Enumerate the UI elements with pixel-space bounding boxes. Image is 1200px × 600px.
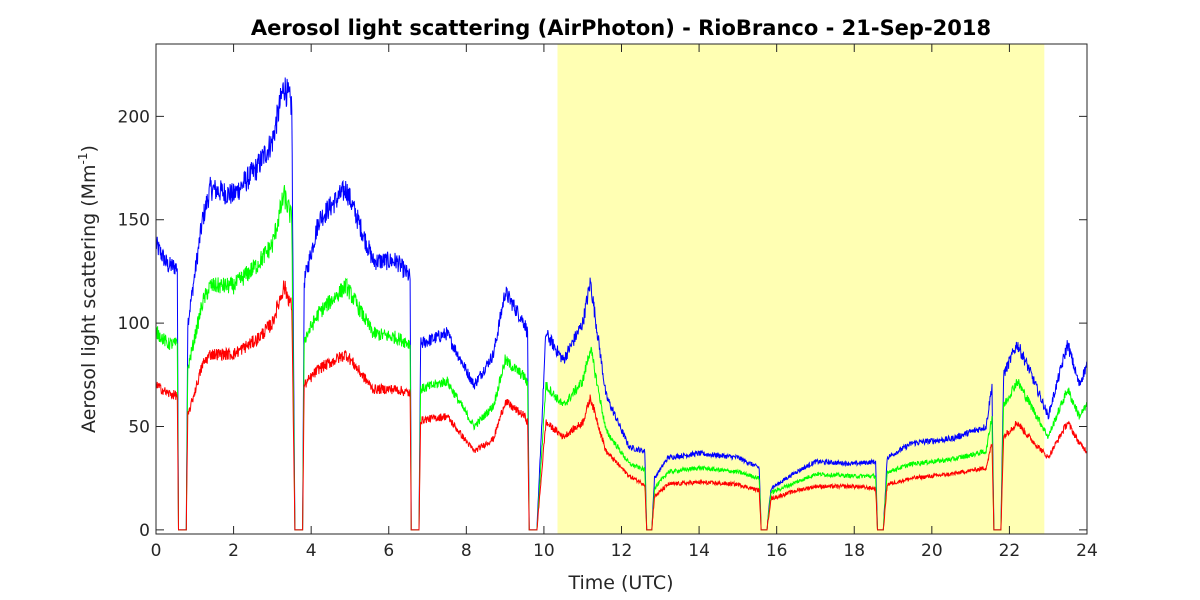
daytime-shading	[557, 44, 1045, 534]
y-axis-label: Aerosol light scattering (Mm-1)	[76, 145, 100, 433]
daytime-shading-band	[557, 44, 1045, 534]
series-line-0	[155, 77, 1088, 531]
x-axis-label: Time (UTC)	[567, 572, 673, 594]
y-tick-label: 50	[128, 417, 150, 437]
x-tick-label: 24	[1076, 541, 1098, 561]
x-tick-label: 12	[611, 541, 633, 561]
series-line-2	[155, 280, 1088, 531]
y-tick-label: 150	[118, 211, 150, 231]
x-tick-label: 2	[228, 541, 239, 561]
y-axis-label-close: )	[78, 145, 100, 152]
x-tick-label: 22	[999, 541, 1021, 561]
x-tick-label: 20	[921, 541, 943, 561]
chart-title: Aerosol light scattering (AirPhoton) - R…	[251, 16, 991, 40]
x-tick-label: 16	[766, 541, 788, 561]
series-layer	[155, 77, 1088, 531]
y-tick-label: 0	[139, 521, 150, 541]
x-tick-label: 10	[533, 541, 555, 561]
y-tick-label: 100	[118, 314, 150, 334]
x-tick-label: 6	[383, 541, 394, 561]
x-tick-label: 8	[461, 541, 472, 561]
y-tick-label: 200	[118, 107, 150, 127]
series-line-1	[155, 184, 1088, 531]
y-axis-label-main: Aerosol light scattering (Mm	[78, 164, 100, 433]
x-tick-label: 18	[843, 541, 865, 561]
x-tick-label: 0	[151, 541, 162, 561]
y-axis-label-exponent: -1	[76, 152, 90, 164]
x-tick-label: 4	[306, 541, 317, 561]
x-tick-label: 14	[688, 541, 710, 561]
